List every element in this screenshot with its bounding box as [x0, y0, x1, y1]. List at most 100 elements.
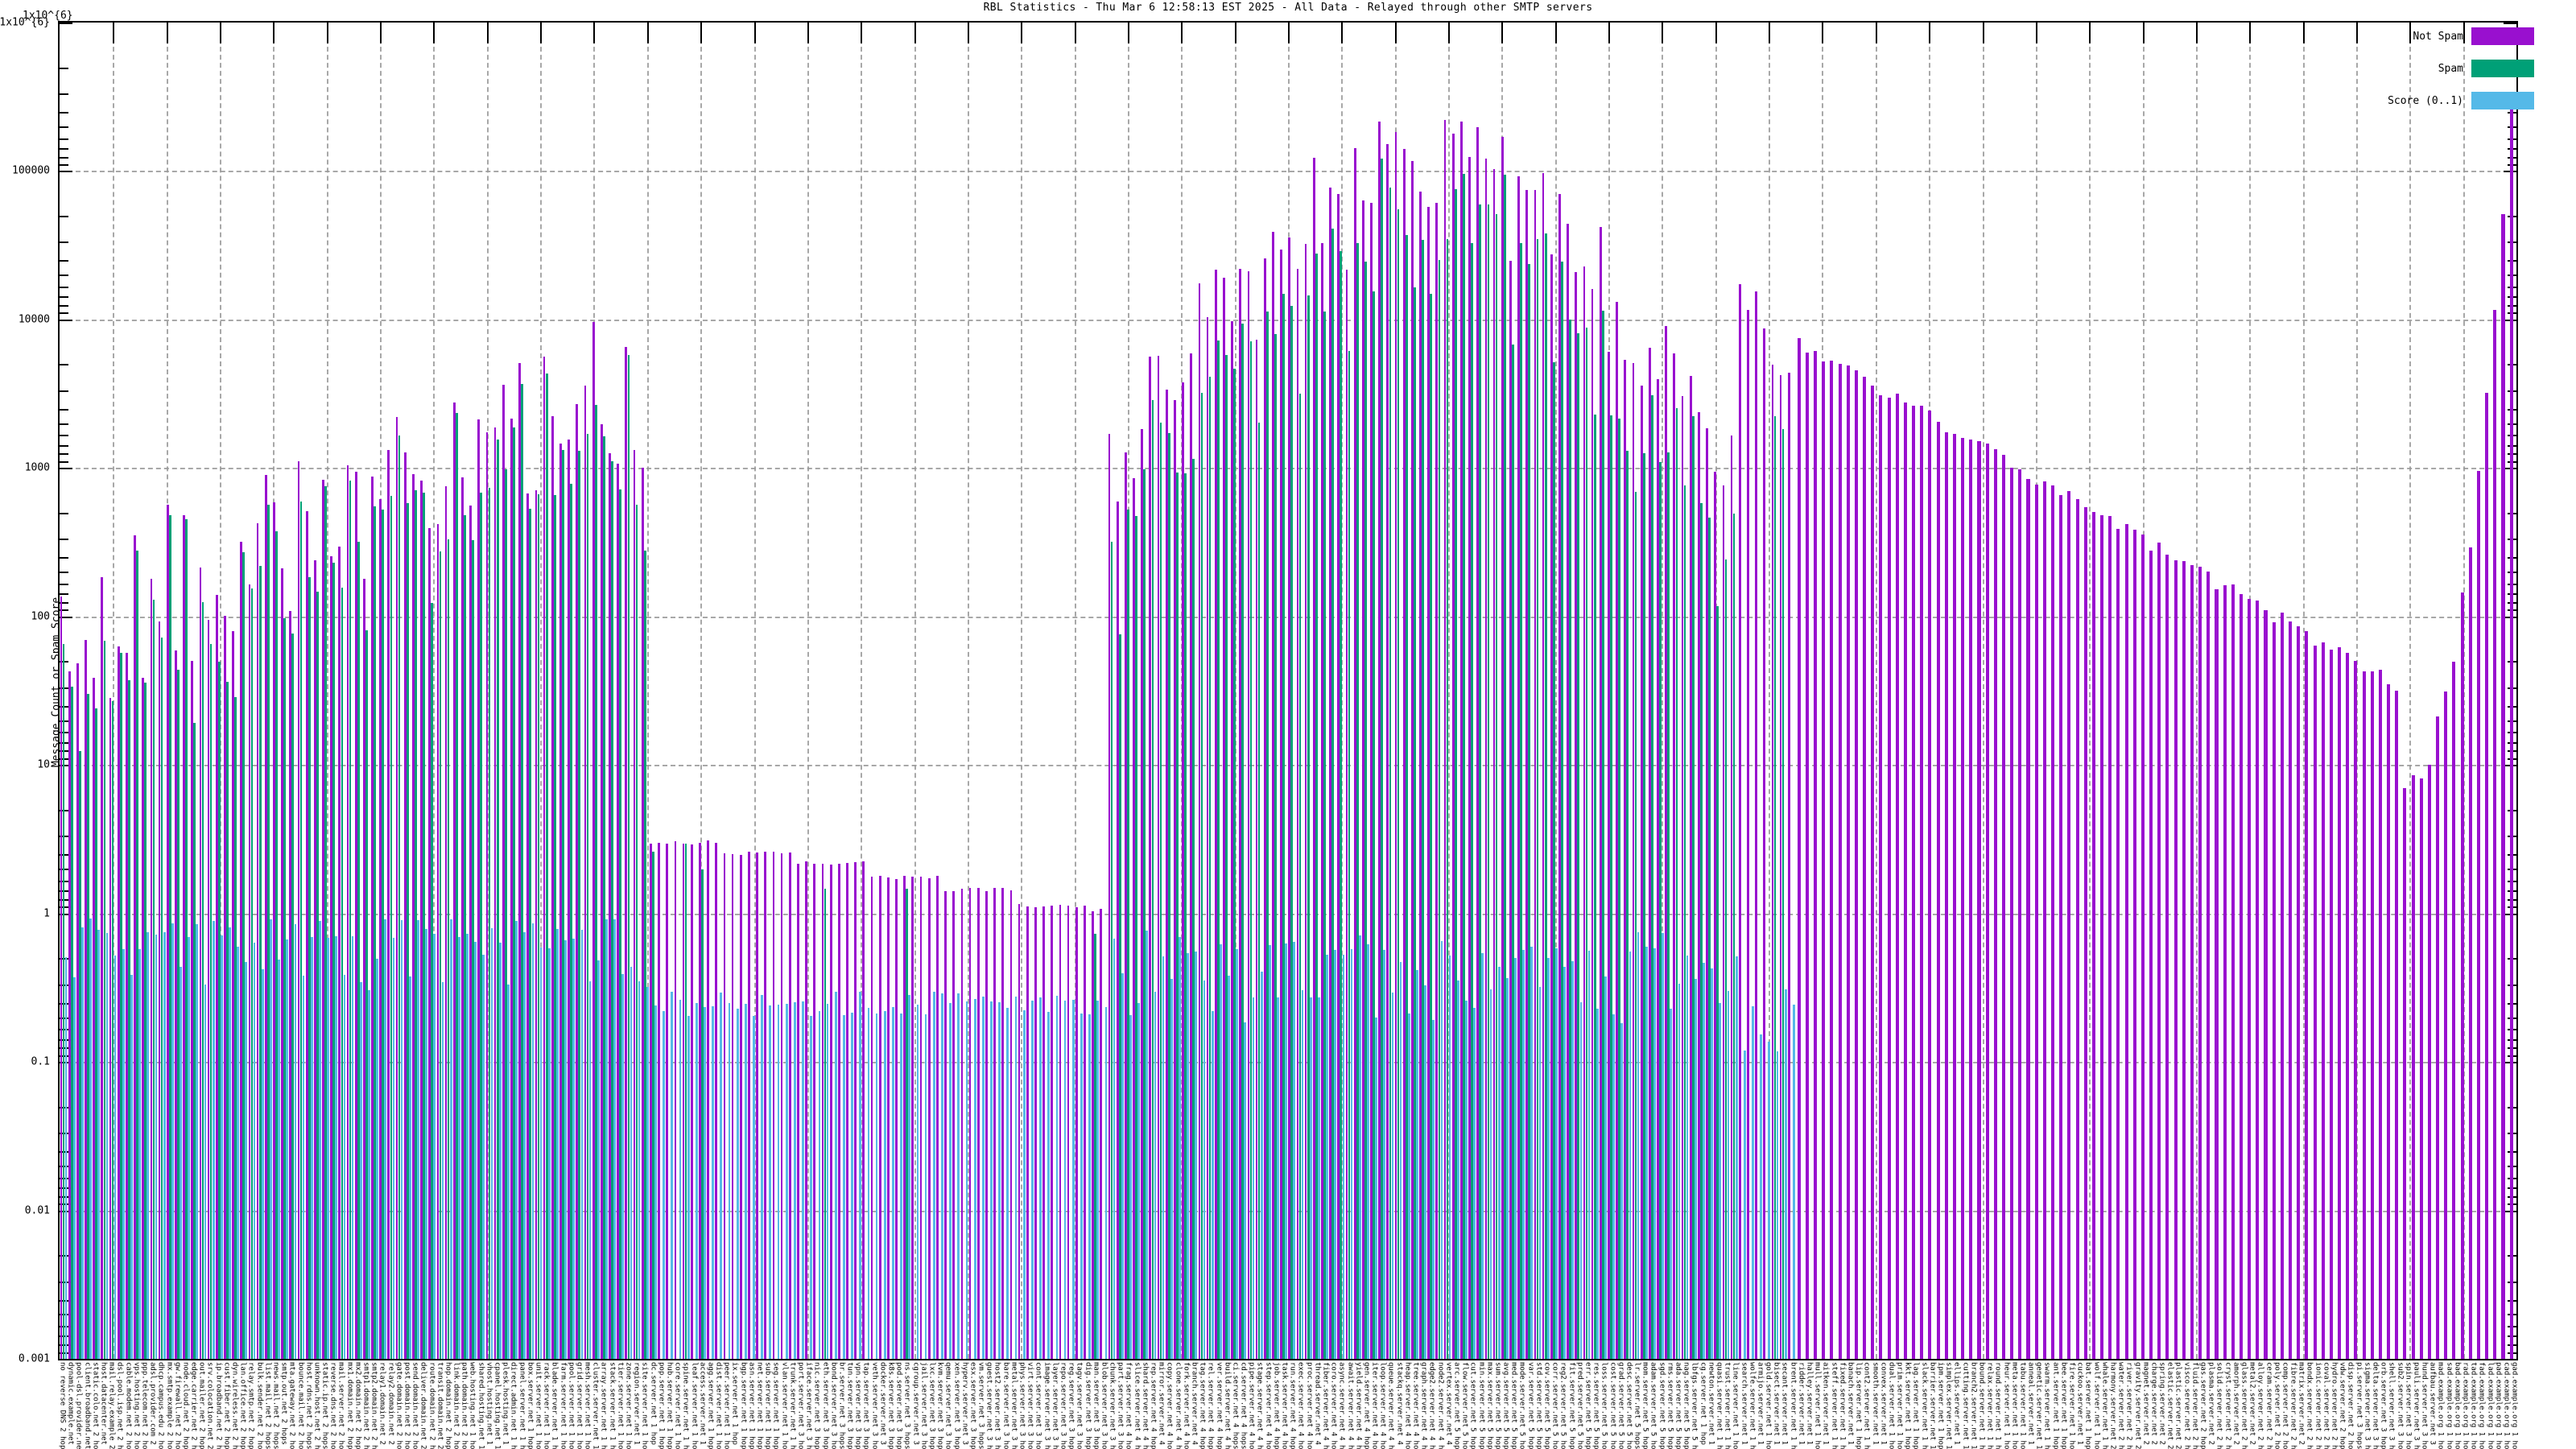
notspam-bar[interactable] [354, 471, 357, 1359]
notspam-bar[interactable] [1231, 320, 1233, 1359]
notspam-bar[interactable] [215, 594, 218, 1359]
notspam-bar[interactable] [911, 876, 914, 1359]
bar-group[interactable] [76, 23, 84, 1359]
bar-group[interactable] [1075, 23, 1083, 1359]
spam-bar[interactable] [496, 439, 499, 1359]
score-bar[interactable] [1219, 944, 1222, 1359]
spam-bar[interactable] [1683, 485, 1686, 1359]
bar-group[interactable] [1787, 23, 1795, 1359]
notspam-bar[interactable] [2329, 650, 2333, 1359]
spam-bar[interactable] [684, 844, 687, 1359]
notspam-bar[interactable] [1722, 485, 1725, 1359]
notspam-bar[interactable] [175, 650, 177, 1359]
score-bar[interactable] [720, 993, 723, 1359]
notspam-bar[interactable] [1863, 377, 1867, 1359]
score-bar[interactable] [1195, 951, 1198, 1359]
bar-group[interactable] [2270, 23, 2278, 1359]
spam-bar[interactable] [1348, 350, 1351, 1359]
score-bar[interactable] [163, 932, 166, 1359]
notspam-bar[interactable] [76, 663, 79, 1359]
bar-group[interactable] [322, 23, 330, 1359]
bar-group[interactable] [2491, 23, 2500, 1359]
bar-group[interactable] [158, 23, 166, 1359]
notspam-bar[interactable] [649, 843, 652, 1359]
spam-bar[interactable] [1495, 214, 1498, 1359]
score-bar[interactable] [1416, 969, 1418, 1359]
score-bar[interactable] [802, 1001, 804, 1359]
bar-group[interactable] [1092, 23, 1100, 1359]
notspam-bar[interactable] [1206, 316, 1209, 1359]
bar-group[interactable] [2238, 23, 2246, 1359]
notspam-bar[interactable] [1517, 176, 1520, 1359]
bar-group[interactable] [870, 23, 878, 1359]
bar-group[interactable] [903, 23, 911, 1359]
notspam-bar[interactable] [1059, 905, 1062, 1359]
score-bar[interactable] [605, 919, 608, 1359]
notspam-bar[interactable] [2338, 646, 2342, 1359]
score-bar[interactable] [286, 939, 289, 1359]
notspam-bar[interactable] [1451, 134, 1455, 1359]
bar-group[interactable] [1378, 23, 1386, 1359]
notspam-bar[interactable] [2231, 584, 2235, 1359]
bar-group[interactable] [93, 23, 101, 1359]
score-bar[interactable] [621, 974, 625, 1359]
score-bar[interactable] [449, 919, 452, 1359]
score-bar[interactable] [1047, 1011, 1051, 1359]
bar-group[interactable] [2352, 23, 2360, 1359]
spam-bar[interactable] [1290, 305, 1294, 1359]
bar-group[interactable] [1730, 23, 1738, 1359]
bar-group[interactable] [1714, 23, 1722, 1359]
bar-group[interactable] [993, 23, 1001, 1359]
spam-bar[interactable] [1675, 408, 1678, 1359]
spam-bar[interactable] [374, 506, 376, 1359]
bar-group[interactable] [1288, 23, 1296, 1359]
bar-group[interactable] [1795, 23, 1803, 1359]
notspam-bar[interactable] [1648, 347, 1651, 1359]
notspam-bar[interactable] [674, 841, 677, 1359]
bar-group[interactable] [1026, 23, 1034, 1359]
bar-group[interactable] [1157, 23, 1165, 1359]
score-bar[interactable] [1752, 1006, 1754, 1359]
spam-bar[interactable] [906, 888, 909, 1359]
score-bar[interactable] [220, 935, 223, 1359]
notspam-bar[interactable] [748, 851, 750, 1359]
bar-group[interactable] [1828, 23, 1836, 1359]
spam-bar[interactable] [103, 641, 106, 1359]
score-bar[interactable] [1030, 1001, 1034, 1359]
bar-group[interactable] [1934, 23, 1942, 1359]
spam-bar[interactable] [1381, 158, 1384, 1359]
bar-group[interactable] [485, 23, 493, 1359]
score-bar[interactable] [400, 920, 403, 1359]
spam-bar[interactable] [1610, 415, 1612, 1359]
notspam-bar[interactable] [1353, 147, 1356, 1359]
spam-bar[interactable] [168, 514, 171, 1359]
bar-group[interactable] [1853, 23, 1861, 1359]
notspam-bar[interactable] [2362, 671, 2366, 1359]
bar-group[interactable] [2254, 23, 2262, 1359]
score-bar[interactable] [506, 985, 510, 1359]
score-bar[interactable] [1399, 961, 1402, 1359]
bar-group[interactable] [968, 23, 976, 1359]
notspam-bar[interactable] [2174, 559, 2178, 1359]
spam-bar[interactable] [586, 434, 589, 1359]
bar-group[interactable] [85, 23, 93, 1359]
bar-group[interactable] [764, 23, 772, 1359]
score-bar[interactable] [1620, 1022, 1624, 1359]
spam-bar[interactable] [160, 637, 163, 1359]
notspam-bar[interactable] [1689, 376, 1692, 1359]
notspam-bar[interactable] [927, 877, 931, 1359]
spam-bar[interactable] [1307, 295, 1310, 1359]
notspam-bar[interactable] [633, 450, 636, 1359]
notspam-bar[interactable] [1608, 352, 1610, 1359]
notspam-bar[interactable] [551, 415, 554, 1359]
bar-group[interactable] [543, 23, 551, 1359]
notspam-bar[interactable] [2346, 653, 2350, 1359]
spam-bar[interactable] [144, 683, 147, 1359]
score-bar[interactable] [843, 1014, 845, 1359]
bar-group[interactable] [1926, 23, 1934, 1359]
notspam-bar[interactable] [2165, 554, 2169, 1359]
notspam-bar[interactable] [2476, 470, 2480, 1359]
spam-bar[interactable] [1479, 204, 1482, 1359]
notspam-bar[interactable] [1378, 122, 1381, 1359]
notspam-bar[interactable] [2124, 524, 2128, 1359]
